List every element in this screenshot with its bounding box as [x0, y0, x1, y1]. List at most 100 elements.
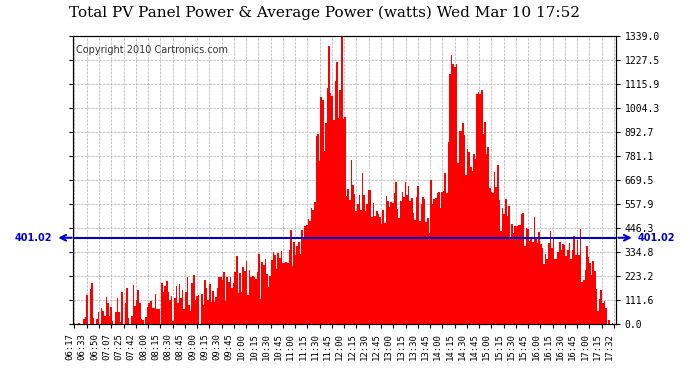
Bar [125, 303, 126, 324]
Bar [432, 204, 433, 324]
Bar [107, 303, 109, 324]
Bar [226, 278, 228, 324]
Bar [286, 262, 287, 324]
Bar [357, 204, 359, 324]
Bar [155, 294, 157, 324]
Bar [262, 262, 263, 324]
Bar [150, 302, 152, 324]
Bar [520, 225, 521, 324]
Bar [309, 220, 310, 324]
Bar [319, 161, 320, 324]
Bar [269, 276, 271, 324]
Bar [427, 218, 428, 324]
Bar [457, 163, 459, 324]
Bar [481, 90, 483, 324]
Bar [341, 36, 343, 324]
Bar [438, 192, 440, 324]
Bar [220, 277, 221, 324]
Bar [375, 216, 376, 324]
Bar [591, 275, 593, 324]
Bar [158, 309, 159, 324]
Bar [388, 207, 391, 324]
Bar [376, 211, 377, 324]
Bar [131, 316, 132, 324]
Bar [247, 295, 248, 324]
Bar [589, 263, 591, 324]
Bar [344, 117, 346, 324]
Bar [161, 283, 163, 324]
Bar [433, 199, 435, 324]
Bar [268, 287, 269, 324]
Bar [212, 291, 214, 324]
Bar [104, 316, 106, 324]
Bar [499, 200, 500, 324]
Bar [295, 255, 297, 324]
Bar [241, 292, 242, 324]
Bar [132, 285, 134, 324]
Bar [405, 182, 406, 324]
Bar [400, 201, 402, 324]
Bar [397, 209, 398, 324]
Bar [187, 277, 188, 324]
Bar [469, 152, 470, 324]
Bar [413, 213, 414, 324]
Bar [425, 222, 427, 324]
Bar [191, 284, 193, 324]
Bar [602, 303, 604, 324]
Bar [567, 250, 569, 324]
Bar [120, 322, 121, 324]
Bar [328, 46, 330, 324]
Bar [257, 272, 258, 324]
Bar [174, 298, 175, 324]
Bar [214, 302, 215, 324]
Bar [360, 210, 362, 324]
Bar [556, 259, 558, 324]
Bar [279, 258, 281, 324]
Text: 401.02: 401.02 [14, 233, 52, 243]
Bar [373, 202, 375, 324]
Bar [221, 280, 224, 324]
Bar [281, 251, 282, 324]
Bar [86, 294, 88, 324]
Bar [368, 190, 370, 324]
Bar [460, 131, 462, 324]
Bar [462, 123, 464, 324]
Bar [188, 305, 190, 324]
Bar [508, 206, 510, 324]
Bar [109, 316, 110, 324]
Bar [306, 225, 308, 324]
Bar [118, 312, 120, 324]
Bar [106, 297, 107, 324]
Bar [558, 252, 559, 324]
Bar [253, 277, 255, 324]
Bar [459, 131, 460, 324]
Bar [236, 256, 237, 324]
Bar [203, 305, 204, 324]
Bar [96, 319, 97, 324]
Bar [428, 233, 430, 324]
Bar [354, 194, 355, 324]
Bar [359, 195, 360, 324]
Bar [206, 288, 208, 324]
Bar [148, 303, 150, 324]
Bar [343, 120, 344, 324]
Bar [580, 229, 582, 324]
Bar [225, 301, 226, 324]
Bar [583, 280, 584, 324]
Bar [382, 210, 384, 324]
Bar [244, 271, 246, 324]
Bar [561, 251, 562, 324]
Text: Total PV Panel Power & Average Power (watts) Wed Mar 10 17:52: Total PV Panel Power & Average Power (wa… [69, 6, 580, 20]
Bar [298, 242, 299, 324]
Bar [437, 193, 438, 324]
Bar [299, 254, 302, 324]
Bar [582, 282, 583, 324]
Bar [274, 255, 276, 324]
Bar [117, 298, 118, 324]
Bar [565, 256, 567, 324]
Bar [152, 308, 153, 324]
Bar [495, 187, 497, 324]
Bar [101, 308, 102, 324]
Bar [531, 237, 532, 324]
Bar [317, 134, 319, 324]
